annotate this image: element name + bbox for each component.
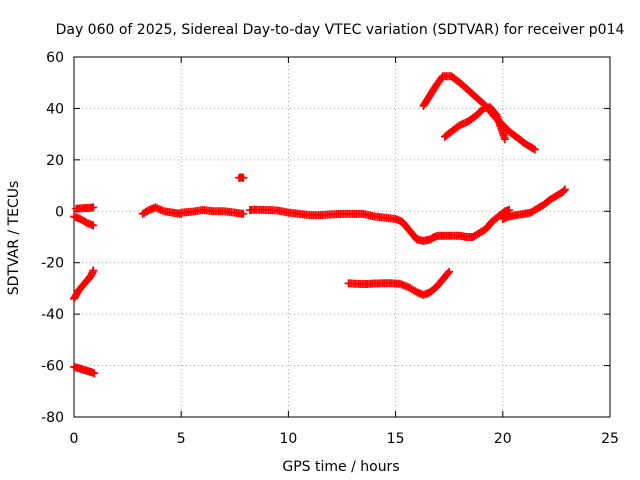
y-axis-label: SDTVAR / TECUs xyxy=(6,181,22,296)
data-point xyxy=(500,135,509,144)
data-point xyxy=(560,185,569,194)
y-tick-label: -20 xyxy=(41,256,64,272)
series-arc-f xyxy=(177,206,248,218)
data-points xyxy=(70,72,569,378)
grid xyxy=(74,57,610,417)
data-point xyxy=(559,186,568,195)
series-arc-d xyxy=(72,203,98,213)
data-point xyxy=(445,267,454,276)
data-point xyxy=(239,173,248,182)
data-point xyxy=(444,269,453,277)
series-arc-g xyxy=(235,173,248,182)
y-tick-label: 60 xyxy=(46,50,64,66)
data-point xyxy=(90,369,99,378)
y-tick-label: -40 xyxy=(41,307,64,323)
y-tick-label: 0 xyxy=(55,204,64,220)
plot-frame xyxy=(73,56,611,418)
x-axis-label: GPS time / hours xyxy=(282,459,399,475)
data-point xyxy=(529,144,538,153)
series-arc-m xyxy=(344,267,454,299)
y-tick-label: 20 xyxy=(46,153,64,169)
y-tick-label: -80 xyxy=(41,410,64,426)
series-arc-l xyxy=(440,103,509,144)
x-tick-label: 5 xyxy=(177,431,186,447)
axis-ticks: 0 5 10 15 20 25 -80 -60 -40 -20 0 20 40 60 xyxy=(41,50,619,447)
data-point xyxy=(89,266,98,275)
chart-title: Day 060 of 2025, Sidereal Day-to-day VTE… xyxy=(56,22,625,38)
data-point xyxy=(239,209,248,218)
x-tick-label: 10 xyxy=(279,431,297,447)
series-arc-b xyxy=(70,362,99,378)
series-arc-j xyxy=(498,185,569,223)
series-arc-a xyxy=(70,266,98,303)
data-point xyxy=(530,145,539,154)
series-arc-h xyxy=(245,205,439,245)
series-arc-e xyxy=(138,203,186,218)
x-tick-label: 20 xyxy=(494,431,512,447)
y-tick-label: -60 xyxy=(41,359,64,375)
y-tick-label: 40 xyxy=(46,101,64,117)
x-tick-label: 25 xyxy=(601,431,619,447)
data-point xyxy=(89,221,98,230)
x-tick-label: 0 xyxy=(70,431,79,447)
data-point xyxy=(89,203,98,212)
series-arc-c xyxy=(70,212,98,230)
x-tick-label: 15 xyxy=(387,431,405,447)
